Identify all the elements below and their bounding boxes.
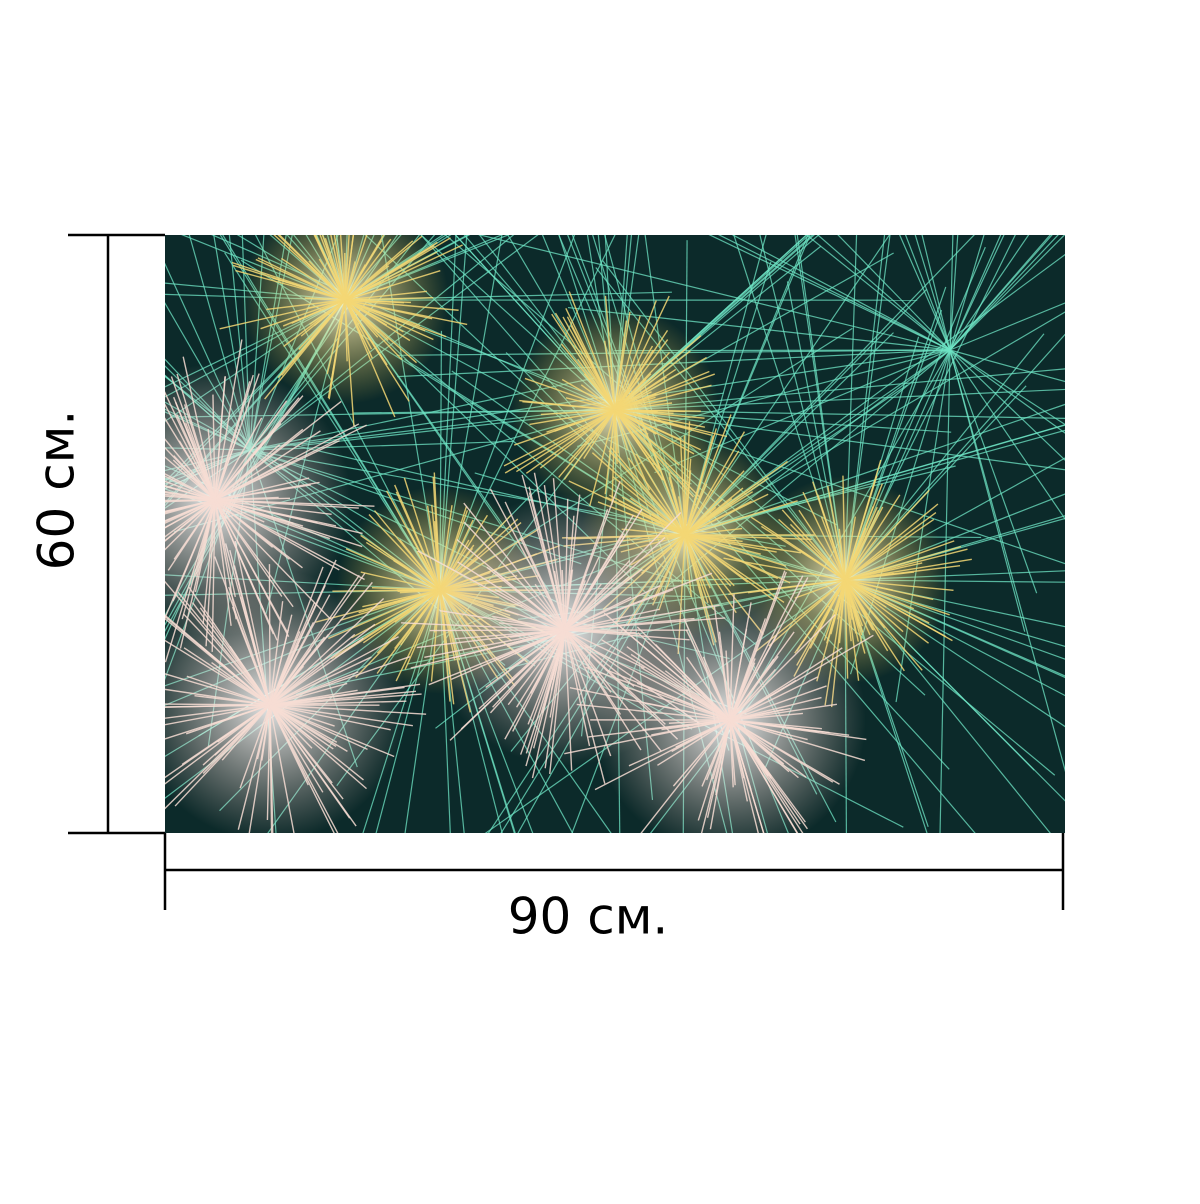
yellow-burst-ray bbox=[684, 435, 685, 535]
height-label: 60 см. bbox=[28, 410, 86, 571]
width-label: 90 см. bbox=[508, 888, 669, 946]
white-burst-ray bbox=[430, 630, 565, 631]
fireworks-photo bbox=[0, 0, 1200, 1161]
